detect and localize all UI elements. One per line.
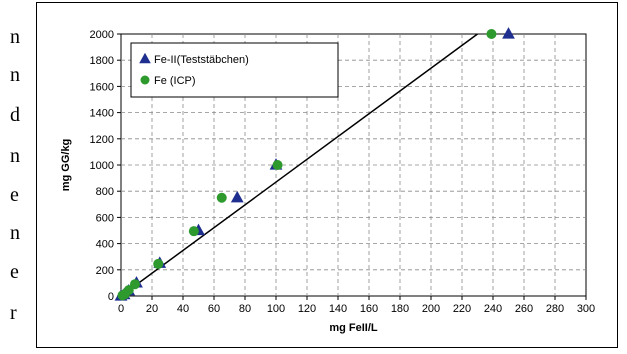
data-point-triangle [230,190,244,203]
legend-marker-circle [140,75,150,85]
data-point-circle [486,29,497,39]
x-tick-label: 20 [146,303,158,315]
scatter-chart: 0 20 40 60 80 100 120 140 160 180 200 220 240 260 280 3… [60,27,595,334]
legend-label: Fe-II(Teststäbchen) [154,54,249,66]
data-points [114,27,515,301]
data-point-circle [123,285,134,296]
y-tick-label: 1000 [90,160,114,172]
y-tick-label: 0 [108,291,114,303]
x-tick-label: 280 [546,303,564,315]
y-tick-label: 1200 [90,134,114,146]
data-point-circle [188,226,199,237]
legend-marker-triangle [139,52,151,64]
x-tick-label: 300 [577,303,595,315]
x-tick-label: 40 [177,303,189,315]
x-axis-label: mg FeII/L [329,322,378,334]
y-tick-label: 400 [96,239,114,251]
x-tick-label: 240 [484,303,502,315]
data-point-triangle [502,27,515,39]
data-point-circle [216,192,227,203]
legend-box [130,42,339,98]
margin-letter: d [10,104,20,126]
x-tick-label: 0 [118,303,124,315]
data-point-circle [272,160,283,170]
x-tick-label: 180 [391,303,409,315]
margin-letter: r [10,302,17,324]
x-tick-label: 120 [298,303,316,315]
y-tick-label: 800 [96,186,114,198]
y-tick-label: 600 [96,212,114,224]
trendline [120,33,478,297]
margin-letter: e [10,261,19,283]
x-tick-label: 100 [267,303,285,315]
x-tick-label: 60 [208,303,220,315]
x-tick-label: 140 [329,303,347,315]
margin-letter: n [10,222,20,244]
x-tick-label: 200 [422,303,440,315]
y-tick-label: 1600 [90,81,114,93]
margin-letter: e [10,184,19,206]
x-tick-label: 80 [239,303,251,315]
data-point-circle [153,258,164,269]
margin-letter: n [10,26,20,48]
y-axis-label: mg GG/kg [60,139,72,192]
y-tick-label: 2000 [90,29,114,41]
legend: Fe-II(Teststäbchen) Fe (ICP) [130,42,339,98]
margin-letter: n [10,64,20,86]
y-tick-labels: 0 200 400 600 800 1000 1200 1400 1600 1800 2000 [90,29,121,303]
y-tick-label: 200 [96,265,114,277]
legend-label: Fe (ICP) [154,75,196,87]
y-tick-label: 1400 [90,108,114,120]
margin-letter: n [10,145,20,167]
x-tick-label: 160 [360,303,378,315]
chart-frame: 0 20 40 60 80 100 120 140 160 180 200 220 240 260 280 3… [36,2,618,348]
x-tick-labels: 0 20 40 60 80 100 120 140 160 180 200 220 240 260 280 3… [118,296,595,315]
y-tick-label: 1800 [90,55,114,67]
x-tick-label: 260 [515,303,533,315]
x-tick-label: 220 [453,303,471,315]
data-point-circle [129,279,140,290]
